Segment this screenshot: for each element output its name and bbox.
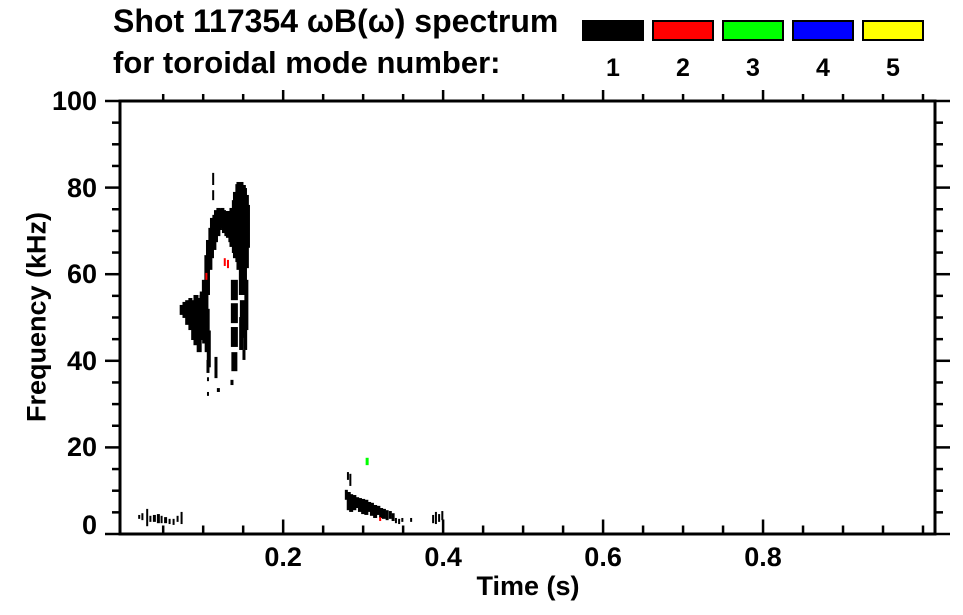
plot-title: Shot 117354 ωB(ω) spectrum: [113, 3, 559, 39]
y-tick-label: 60: [66, 259, 97, 290]
legend-item-mode-4: 4: [792, 20, 854, 81]
x-tick-label: 0.8: [744, 542, 782, 572]
legend-item-mode-1: 1: [582, 20, 644, 81]
x-tick-label: 0.2: [264, 542, 302, 572]
legend-item-mode-5: 5: [862, 20, 924, 81]
x-tick-label: 0.4: [424, 542, 462, 572]
mode-5-label: 5: [886, 54, 900, 82]
mode-4-color-swatch: [792, 20, 854, 41]
plot-subtitle: for toroidal mode number:: [113, 45, 501, 80]
mode-1-color-swatch: [582, 20, 644, 41]
legend-item-mode-3: 3: [722, 20, 784, 81]
mode-1-label: 1: [606, 54, 620, 82]
x-axis-label: Time (s): [476, 571, 580, 601]
mode-3-label: 3: [746, 54, 760, 82]
y-tick-label: 20: [66, 432, 97, 463]
series-n=1: [138, 172, 444, 527]
mode-5-color-swatch: [862, 20, 924, 41]
mode-3-color-swatch: [722, 20, 784, 41]
mode-2-color-swatch: [652, 20, 714, 41]
y-axis-label: Frequency (kHz): [21, 211, 52, 423]
axis-ticks: [105, 90, 950, 536]
legend-item-mode-2: 2: [652, 20, 714, 81]
mode-4-label: 4: [816, 54, 830, 82]
y-tick-label: 40: [66, 345, 97, 376]
series-n=2: [205, 258, 382, 522]
mode-number-legend: 1 2 3 4 5: [582, 20, 924, 81]
y-tick-label: 80: [66, 172, 97, 203]
mode-2-label: 2: [676, 54, 690, 82]
x-tick-label: 0.6: [584, 542, 622, 572]
y-tick-label: 0: [81, 510, 97, 540]
series-n=3: [365, 457, 369, 466]
y-tick-label: 100: [51, 86, 97, 116]
